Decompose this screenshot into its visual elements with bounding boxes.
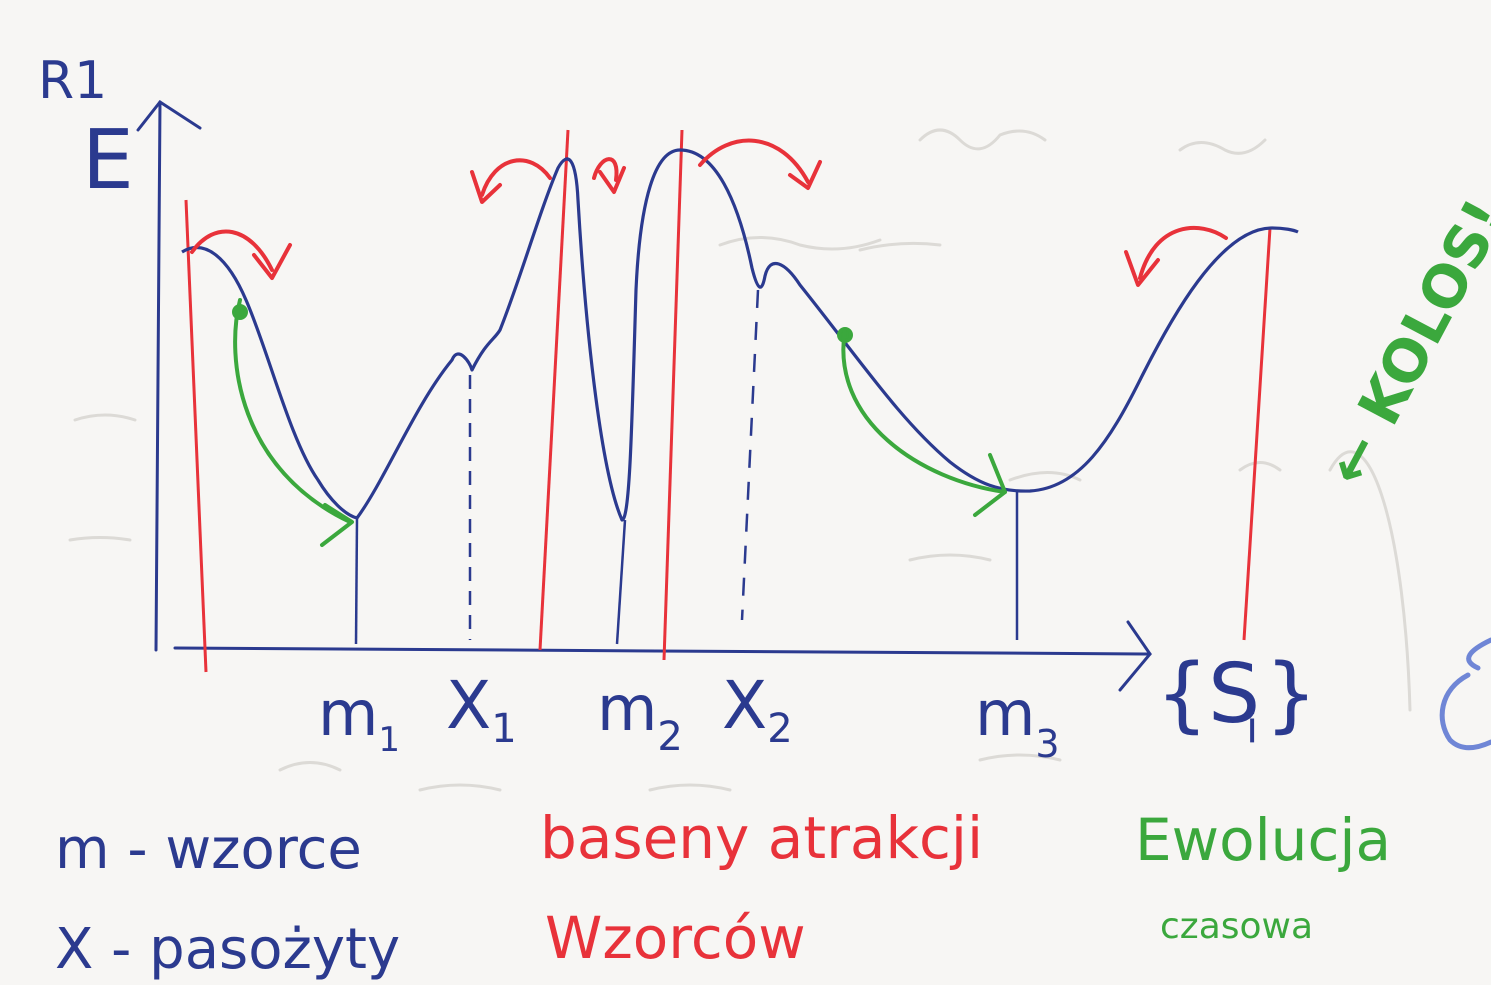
side-note-kolos: ← KOLOS! [1312,188,1491,496]
x-axis-label-sub: i [1246,702,1258,753]
escape-arrow [480,158,552,197]
legend-patterns: m - wzorce [55,817,362,882]
escape-arrow [698,138,810,184]
evolution-path [841,328,1007,494]
basin-boundary-line [538,129,570,651]
marker-m2 [615,519,627,645]
x-axis-label: {S i } [1156,647,1317,753]
x-axis-arrowhead [1118,620,1152,692]
basin-boundaries [184,129,1272,673]
axes [136,99,1152,692]
evolution-path [233,298,352,524]
legend-evolution-line2: czasowa [1160,906,1313,947]
point-label-x2: X2 [722,667,793,752]
escape-arrow-head [598,166,626,194]
legend-basins-line1: baseny atrakcji [540,804,983,872]
escape-arrow-head [470,170,502,204]
legend-parasites: X - pasożyty [55,917,400,982]
escape-arrow [1138,225,1228,280]
legend-evolution-line1: Ewolucja [1135,806,1391,874]
escape-arrow-head [1124,250,1160,287]
escape-arrows [190,138,1228,287]
marker-x2 [740,289,760,621]
corner-label: R1 [38,51,107,111]
edge-fragment [1439,637,1491,751]
x-axis-line [173,646,1152,656]
point-label-x1: X1 [446,667,517,752]
point-markers [354,289,1019,645]
escape-arrow-head [252,243,292,280]
y-axis-arrowhead [136,99,202,132]
x-axis-point-labels: m1 X1 m2 X2 m3 [318,667,1060,766]
evolution-arrow-head [320,503,354,547]
basin-boundary-line [1242,227,1272,641]
x-axis-label-close: } [1265,647,1317,742]
point-label-m2: m2 [597,672,683,760]
legend-basins-line2: Wzorców [545,904,806,972]
evolution-trajectories [232,298,1007,547]
basin-boundary-line [184,199,208,673]
escape-arrow [592,157,619,182]
energy-curve [181,148,1299,522]
escape-arrow-head [788,160,822,190]
basin-boundary-line [662,129,684,661]
marker-m1 [354,517,359,645]
escape-arrow [190,229,274,272]
x-axis-label-main: {S [1156,647,1260,742]
point-label-m1: m1 [318,677,400,760]
y-axis-label: E [82,113,134,208]
point-label-m3: m3 [975,677,1060,766]
y-axis-line [154,100,162,652]
evolution-arrow-head [973,453,1007,517]
